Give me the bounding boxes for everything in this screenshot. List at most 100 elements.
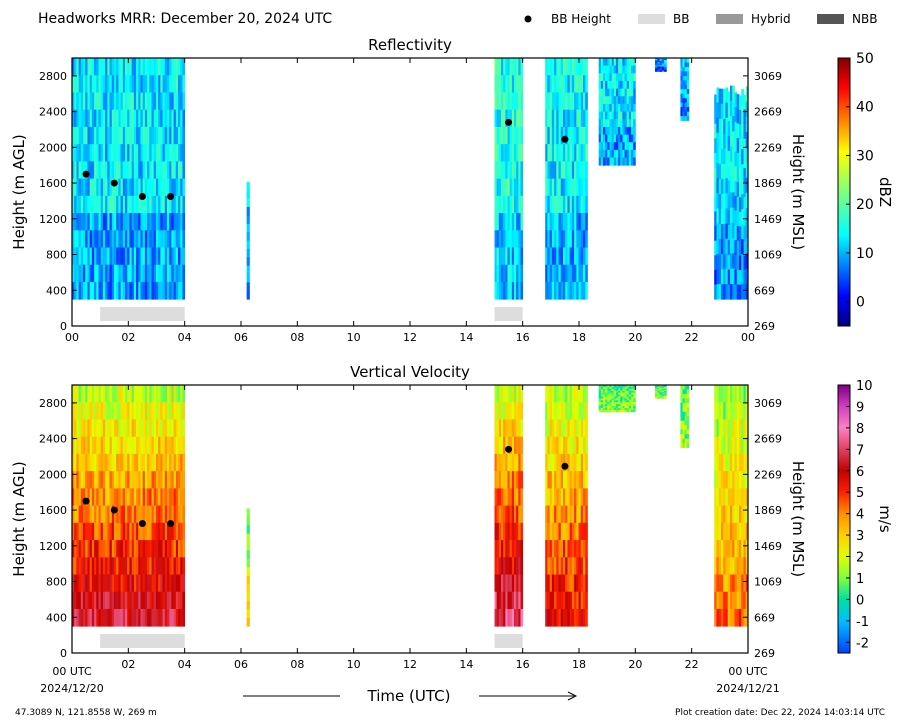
precip-cell xyxy=(127,144,130,162)
precip-cell xyxy=(569,195,573,214)
precip-cell xyxy=(716,522,720,541)
precip-cell xyxy=(140,264,144,283)
precip-cell xyxy=(518,591,521,610)
precip-cell xyxy=(155,505,159,524)
precip-cell xyxy=(162,608,166,627)
precip-cell xyxy=(76,522,80,541)
precip-cell xyxy=(732,85,735,102)
precip-cell xyxy=(729,222,733,239)
precip-cell xyxy=(571,540,575,558)
precip-cell xyxy=(745,591,749,610)
precip-cell xyxy=(76,109,80,128)
precip-cell xyxy=(151,126,155,145)
precip-cell xyxy=(620,404,623,407)
precip-cell xyxy=(116,574,119,593)
precip-cell xyxy=(78,505,82,524)
precip-cell xyxy=(138,522,141,541)
precip-cell xyxy=(734,453,738,472)
precip-cell xyxy=(738,255,742,271)
precip-cell xyxy=(158,230,161,248)
precip-cell xyxy=(549,178,553,197)
precip-cell xyxy=(716,193,720,209)
precip-cell xyxy=(680,434,683,439)
precip-cell xyxy=(85,126,88,145)
precip-cell xyxy=(169,178,172,197)
precip-cell xyxy=(680,111,683,117)
precip-cell xyxy=(556,453,559,472)
precip-cell xyxy=(155,522,159,541)
precip-cell xyxy=(684,80,688,86)
precip-cell xyxy=(565,281,568,300)
precip-cell xyxy=(518,540,521,558)
precip-cell xyxy=(549,608,553,627)
precip-cell xyxy=(551,92,555,111)
bb-period-bar xyxy=(494,307,523,321)
precip-cell xyxy=(118,58,122,76)
precip-cell xyxy=(98,109,102,128)
precip-cell xyxy=(686,116,690,121)
precip-cell xyxy=(580,608,584,627)
precip-cell xyxy=(507,574,511,593)
precip-cell xyxy=(661,393,665,395)
precip-cell xyxy=(147,92,150,111)
precip-cell xyxy=(149,453,152,472)
precip-cell xyxy=(120,109,124,128)
precip-cell xyxy=(111,436,115,455)
precip-cell xyxy=(684,98,688,104)
precip-cell xyxy=(87,522,91,541)
precip-cell xyxy=(171,75,175,93)
precip-cell xyxy=(633,111,636,120)
precip-cell xyxy=(576,75,579,93)
precip-cell xyxy=(545,230,548,248)
precip-cell xyxy=(89,436,93,455)
precip-cell xyxy=(684,75,688,81)
precip-cell xyxy=(657,394,660,396)
precip-cell xyxy=(680,80,683,86)
precip-cell xyxy=(74,419,77,438)
precip-cell xyxy=(659,65,663,68)
precip-cell xyxy=(680,98,683,104)
precip-cell xyxy=(714,385,717,403)
precip-cell xyxy=(509,178,513,197)
precip-cell xyxy=(96,385,99,403)
precip-cell xyxy=(560,213,564,231)
precip-cell xyxy=(98,574,102,593)
precip-cell xyxy=(661,66,665,68)
precip-cell xyxy=(149,247,152,266)
precip-cell xyxy=(738,591,742,610)
precip-cell xyxy=(171,109,175,128)
precip-cell xyxy=(89,247,93,266)
precip-cell xyxy=(727,180,731,196)
precip-cell xyxy=(514,591,517,610)
precip-cell xyxy=(87,126,91,145)
precip-cell xyxy=(109,402,113,420)
precip-cell xyxy=(136,557,139,575)
precip-cell xyxy=(131,419,135,438)
precip-cell xyxy=(109,195,113,214)
precip-cell xyxy=(618,103,621,112)
precip-cell xyxy=(725,163,729,179)
precip-cell xyxy=(160,591,163,610)
precip-cell xyxy=(684,385,688,390)
precip-cell xyxy=(723,118,726,135)
precip-cell xyxy=(111,453,115,472)
precip-cell xyxy=(569,385,573,403)
precip-cell xyxy=(583,213,586,231)
precip-cell xyxy=(142,264,146,283)
precip-cell xyxy=(138,92,141,111)
precip-cell xyxy=(180,247,183,266)
precip-cell xyxy=(83,178,86,197)
precip-cell xyxy=(102,213,106,231)
precip-cell xyxy=(655,385,658,388)
precip-cell xyxy=(686,420,690,426)
precip-cell xyxy=(514,58,517,76)
precip-cell xyxy=(571,471,575,489)
precip-cell xyxy=(734,608,738,627)
precip-cell xyxy=(85,557,88,575)
precip-cell xyxy=(72,557,75,575)
precip-cell xyxy=(626,409,630,413)
precip-cell xyxy=(580,161,584,179)
precip-cell xyxy=(620,388,623,392)
precip-cell xyxy=(158,505,161,524)
precip-cell xyxy=(118,126,122,145)
